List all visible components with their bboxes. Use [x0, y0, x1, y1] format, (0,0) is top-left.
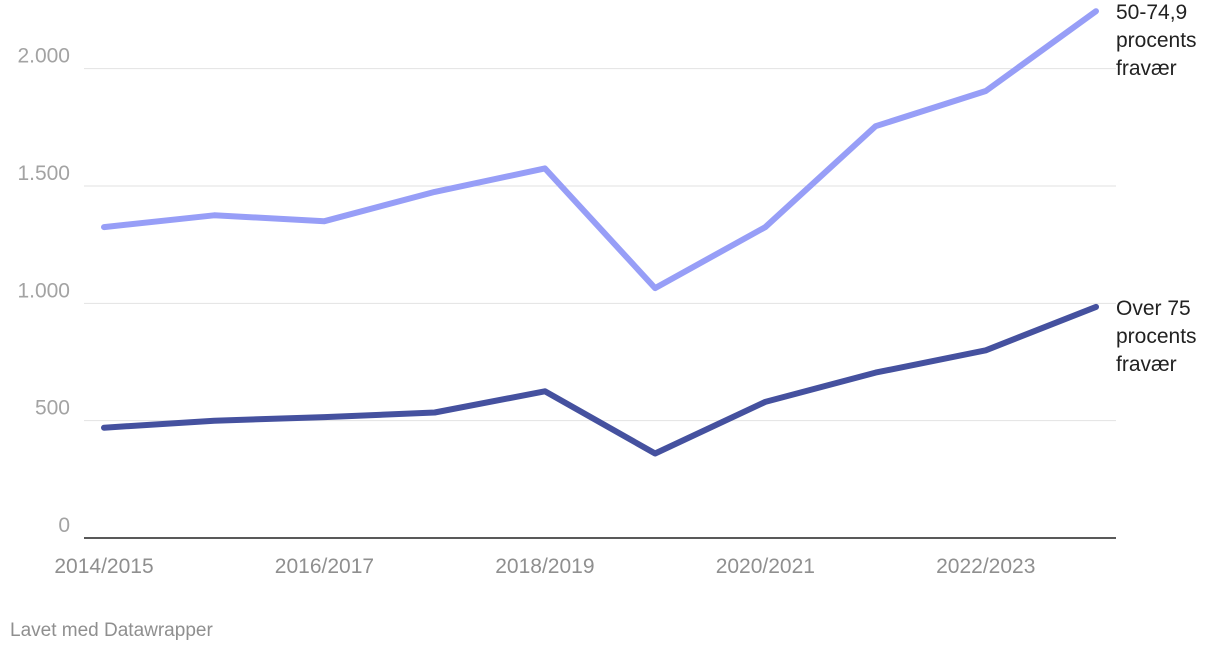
series-label: procents: [1116, 29, 1197, 52]
x-tick-label: 2016/2017: [275, 555, 374, 578]
y-axis-ticks: 0 500 1.000 1.500 2.000: [17, 45, 70, 537]
y-tick-label: 0: [58, 514, 70, 537]
gridlines: [84, 68, 1116, 539]
x-tick-label: 2022/2023: [936, 555, 1035, 578]
series-label: procents: [1116, 325, 1197, 348]
credit-text: Lavet med Datawrapper: [10, 620, 213, 641]
series-label: fravær: [1116, 57, 1177, 80]
series-label: Over 75: [1116, 297, 1191, 320]
series-line: [101, 8, 1099, 292]
y-tick-label: 2.000: [17, 45, 70, 68]
x-tick-label: 2018/2019: [495, 555, 594, 578]
x-axis-ticks: 2014/2015 2016/2017 2018/2019 2020/2021 2022…: [54, 555, 1035, 578]
x-tick-label: 2014/2015: [54, 555, 153, 578]
series-label: fravær: [1116, 353, 1177, 376]
x-tick-label: 2020/2021: [716, 555, 815, 578]
series-labels: 50-74,9 procents fravær Over 75 procents frav…: [1116, 1, 1197, 376]
y-tick-label: 1.500: [17, 162, 70, 185]
y-tick-label: 500: [35, 397, 70, 420]
series-line: [101, 303, 1099, 457]
series-label: 50-74,9: [1116, 1, 1187, 24]
y-tick-label: 1.000: [17, 279, 70, 302]
series-lines: [101, 8, 1099, 457]
